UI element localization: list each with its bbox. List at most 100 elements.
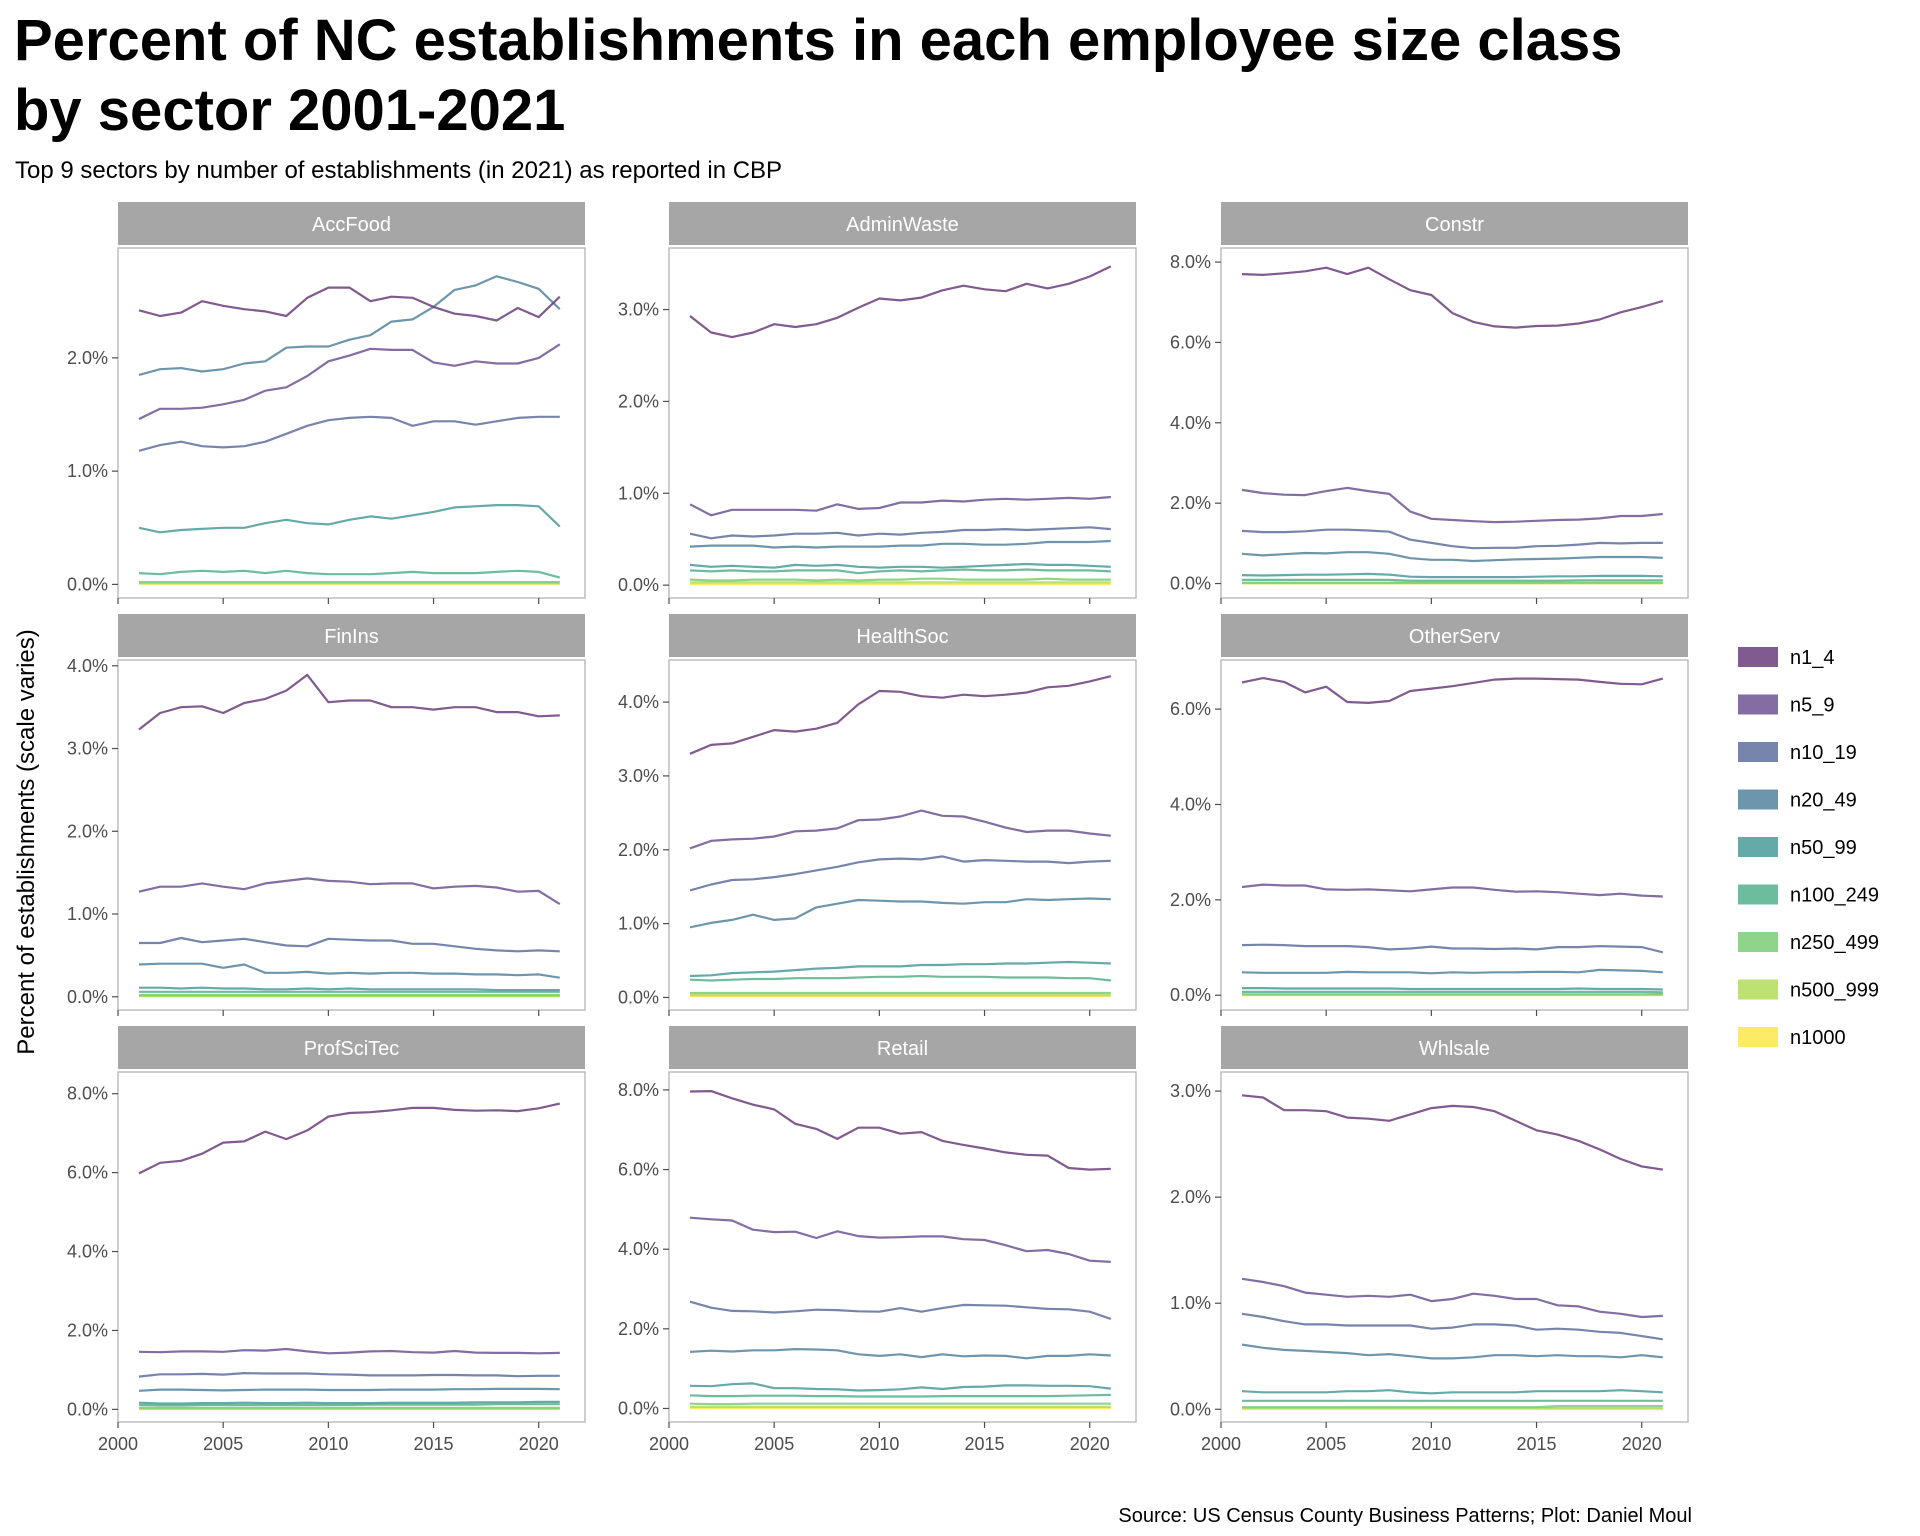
x-tick-label: 2005 [1306,1434,1346,1454]
series-line-n100-249 [138,1403,560,1407]
x-tick-label: 2020 [519,1434,559,1454]
y-tick-label: 0.0% [618,575,659,595]
legend-label: n250_499 [1790,932,1879,954]
y-tick-label: 3.0% [618,300,659,320]
panel-adminwaste: AdminWaste 0.0% 1.0% 2.0% 3.0% [618,202,1137,604]
x-tick-label: 2010 [859,1434,899,1454]
y-tick-label: 2.0% [67,1320,108,1340]
series-line-n50-99 [1241,572,1663,579]
legend-label: n10_19 [1790,742,1857,764]
y-tick-label: 1.0% [67,461,108,481]
series-line-n20-49 [1241,1343,1663,1360]
legend-key [1738,837,1778,857]
y-tick-label: 8.0% [618,1080,659,1100]
series-line-n10-19 [1241,1312,1663,1341]
panel-frame [1220,247,1689,599]
y-tick-label: 6.0% [1170,332,1211,352]
y-tick-label: 0.0% [1170,985,1211,1005]
y-tick-label: 0.0% [67,574,108,594]
legend-label: n5_9 [1790,695,1835,717]
x-tick-label: 2000 [649,1434,689,1454]
y-tick-label: 4.0% [67,1242,108,1262]
y-tick-label: 8.0% [67,1084,108,1104]
legend-label: n100_249 [1790,885,1879,907]
series-line-n50-99 [689,1382,1111,1392]
series-line-n100-249 [689,974,1111,982]
series-line-n50-99 [139,986,560,992]
series-line-n5-9 [689,1216,1111,1263]
panel-frame [668,247,1137,599]
panel-accfood: AccFood 0.0% 1.0% 2.0% [67,202,586,604]
panel-healthsoc: HealthSoc 0.0% 1.0% 2.0% 3.0% 4.0% [618,614,1137,1016]
legend-key [1738,647,1778,667]
y-tick-label: 2.0% [67,348,108,368]
x-tick-label: 2005 [754,1434,794,1454]
series-line-n1-4 [138,1102,561,1175]
facet-strip-label: OtherServ [1409,626,1500,648]
series-line-n1-4 [138,673,560,731]
series-line-n50-99 [689,562,1111,569]
y-tick-label: 4.0% [1170,413,1211,433]
series-line-n50-99 [1242,987,1663,991]
y-tick-label: 4.0% [1170,794,1211,814]
x-tick-label: 2010 [1411,1434,1451,1454]
series-line-n5-9 [1241,883,1663,898]
facet-strip [669,202,1136,245]
y-tick-label: 0.0% [1170,574,1211,594]
y-tick-label: 0.0% [67,1399,108,1419]
panel-whlsale: Whlsale 0.0% 1.0% 2.0% 3.0% 2000 2005 2010 2015 2… [1170,1026,1689,1454]
facet-strip [1221,202,1688,245]
series-line-n20-49 [138,275,561,376]
series-line-n50-99 [138,1400,560,1405]
y-tick-label: 3.0% [618,766,659,786]
legend: n1_4 n5_9 n10_19 n20_49 n50_99 n100_249 n250_4… [1738,647,1879,1049]
panel-frame [668,1071,1137,1423]
series-line-n5-9 [138,343,561,420]
y-tick-label: 3.0% [1170,1081,1211,1101]
y-tick-label: 0.0% [618,987,659,1007]
panel-profscitec: ProfSciTec 0.0% 2.0% 4.0% 6.0% 8.0% 2000 2005 20… [67,1026,586,1454]
y-tick-label: 1.0% [618,483,659,503]
series-line-n20-49 [1241,551,1663,563]
facet-strip [1221,614,1688,657]
series-line-n20-49 [689,897,1111,929]
chart-caption: Source: US Census County Business Patter… [1118,1505,1692,1527]
series-line-n250-499 [1242,1405,1663,1409]
series-line-n5-9 [1241,486,1663,524]
x-tick-label: 2000 [1201,1434,1241,1454]
panel-frame [1220,1071,1689,1423]
y-tick-label: 2.0% [67,821,108,841]
series-line-n5-9 [138,877,561,906]
series-line-n10-19 [689,855,1111,892]
series-line-n100-249 [689,1393,1111,1398]
series-line-n1-4 [1241,1094,1663,1171]
legend-key [1738,789,1778,810]
series-line-n20-49 [1241,968,1663,975]
series-line-n10-19 [1241,943,1664,954]
y-tick-label: 1.0% [67,904,108,924]
panel-frame [1220,659,1689,1011]
y-tick-label: 2.0% [618,391,659,411]
panel-frame [117,247,586,599]
y-tick-label: 6.0% [1170,699,1211,719]
y-tick-label: 3.0% [67,739,108,759]
series-line-n100-249 [1242,990,1663,994]
series-line-n5-9 [1241,1277,1663,1319]
y-tick-label: 2.0% [618,1319,659,1339]
facet-strip-label: HealthSoc [856,626,948,648]
y-tick-label: 8.0% [1170,252,1211,272]
facet-strip-label: AdminWaste [846,214,959,236]
series-line-n100-249 [1242,578,1663,582]
chart-subtitle: Top 9 sectors by number of establishment… [15,157,782,184]
series-line-n10-19 [138,1372,560,1378]
y-tick-label: 2.0% [1170,493,1211,513]
y-tick-label: 1.0% [1170,1293,1211,1313]
facet-strip [118,614,585,657]
facet-strip-label: AccFood [312,214,391,236]
panel-frame [668,659,1137,1011]
y-axis-label: Percent of establishments (scale varies) [13,629,40,1055]
legend-label: n1000 [1790,1027,1846,1049]
series-line-n10-19 [139,936,560,953]
series-line-n50-99 [689,960,1111,978]
series-line-n20-49 [689,1348,1111,1360]
